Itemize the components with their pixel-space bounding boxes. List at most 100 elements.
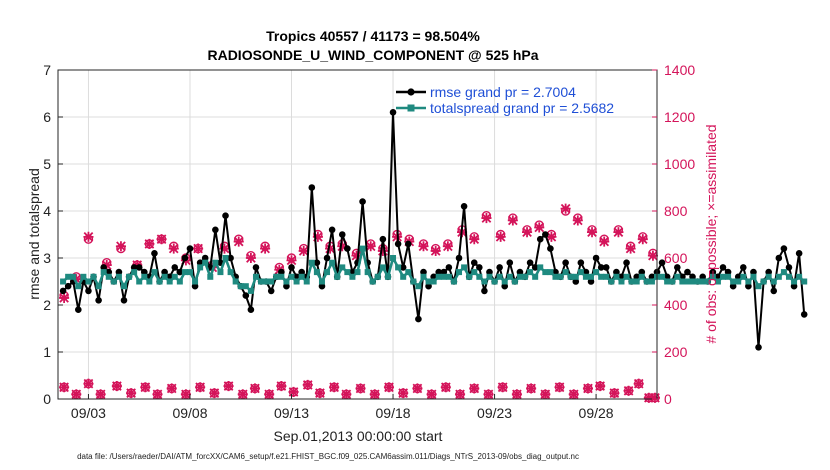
totalspread-point [796,273,803,280]
y-right-tick-label: 400 [664,297,688,313]
totalspread-point [445,273,452,280]
totalspread-point [156,278,163,285]
rmse-point [481,287,488,295]
obs-assimilated-marker [286,255,297,266]
obs-assimilated-marker [71,389,82,400]
grid [58,70,657,399]
totalspread-point [85,278,92,285]
rmse-point [724,268,732,276]
totalspread-point [232,278,239,285]
obs-assimilated-marker [83,378,94,389]
rmse-point [283,282,290,290]
obs-assimilated-marker [264,389,275,400]
totalspread-point [628,278,635,285]
obs-assimilated-marker [180,389,191,400]
totalspread-point [633,278,640,285]
rmse-point [435,268,443,276]
rmse-point [719,264,727,271]
rmse-point [572,278,580,285]
obs-assimilated-marker [209,388,220,399]
footnote: data file: /Users/raeder/DAI/ATM_forcXX/… [77,452,579,461]
rmse-point [161,268,168,276]
rmse-point [486,268,493,276]
obs-assimilated-marker [223,381,234,392]
rmse-point [420,268,427,276]
rmse-point [638,268,646,276]
totalspread-point [65,273,72,280]
totalspread-point [527,269,534,276]
obs-assimilated-marker [430,245,441,256]
totalspread-point [258,278,265,285]
obs-assimilated-marker [469,383,480,394]
obs-assimilated-marker [156,234,167,245]
totalspread-point [613,273,620,280]
y-left-tick-label: 0 [43,391,51,407]
obs-assimilated-marker [546,231,557,242]
y-axis-label-left: rmse and totalspread [26,168,42,300]
totalspread-point [699,278,706,285]
x-tick-label: 09/18 [376,405,411,421]
rmse-point [95,297,102,304]
rmse-point [318,282,326,290]
rmse-point [191,282,199,290]
totalspread-point [450,278,457,285]
rmse-point [59,287,67,295]
totalspread-point [227,269,234,276]
totalspread-point [735,278,742,285]
rmse-point [186,245,194,252]
rmse-point [755,344,762,351]
rmse-point [75,306,82,314]
rmse-point [476,264,483,271]
totalspread-point [420,273,427,280]
rmse-point [85,287,92,295]
totalspread-point [669,278,676,285]
rmse-point [800,311,808,318]
totalspread-point [511,278,518,285]
rmse-point [709,268,717,276]
rmse-point [785,264,793,271]
totalspread-point [608,278,615,285]
totalspread-point [247,287,254,294]
legend-spread-marker [407,104,415,112]
totalspread-point [674,273,681,280]
totalspread-point [516,273,523,280]
chart-title-line1: Tropics 40557 / 41173 = 98.504% [266,28,480,44]
rmse-point [298,268,305,276]
rmse-point [516,268,524,276]
rmse-point [425,282,432,290]
rmse-point [577,259,585,267]
obs-assimilated-marker [383,382,395,393]
totalspread-point [562,269,569,276]
obs-assimilated-marker [442,241,453,252]
totalspread-point [486,273,493,280]
y-right-tick-label: 200 [664,344,688,360]
totalspread-point [598,273,605,280]
totalspread-point [75,283,82,290]
totalspread-point [161,273,168,280]
obs-assimilated-marker [249,383,260,394]
rmse-point [394,240,402,248]
totalspread-point [537,264,544,271]
totalspread-point [283,278,290,285]
rmse-point [288,264,295,271]
obs-assimilated-marker [140,382,151,393]
totalspread-point [542,269,549,276]
x-tick-label: 09/08 [172,405,207,421]
obs-assimilated-marker [337,241,348,252]
y-left-tick-label: 1 [43,344,51,360]
obs-assimilated-marker [455,389,466,400]
legend-spread-label: totalspread grand pr = 2.5682 [430,100,614,116]
axis-ticks: 09/03 09/08 09/13 09/18 09/23 09/28 0 1 2 3 4 5 6 7 0 2… [43,62,695,421]
totalspread-point [638,273,645,280]
totalspread-point [780,269,787,276]
totalspread-point [303,278,310,285]
totalspread-point [557,273,564,280]
rmse-point [602,264,610,271]
obs-assimilated-marker [412,383,423,394]
rmse-point [674,264,681,271]
rmse-point [201,254,209,262]
rmse-point [399,264,407,271]
totalspread-point [131,269,138,276]
obs-assimilated-marker [595,381,606,392]
rmse-point [242,292,250,299]
